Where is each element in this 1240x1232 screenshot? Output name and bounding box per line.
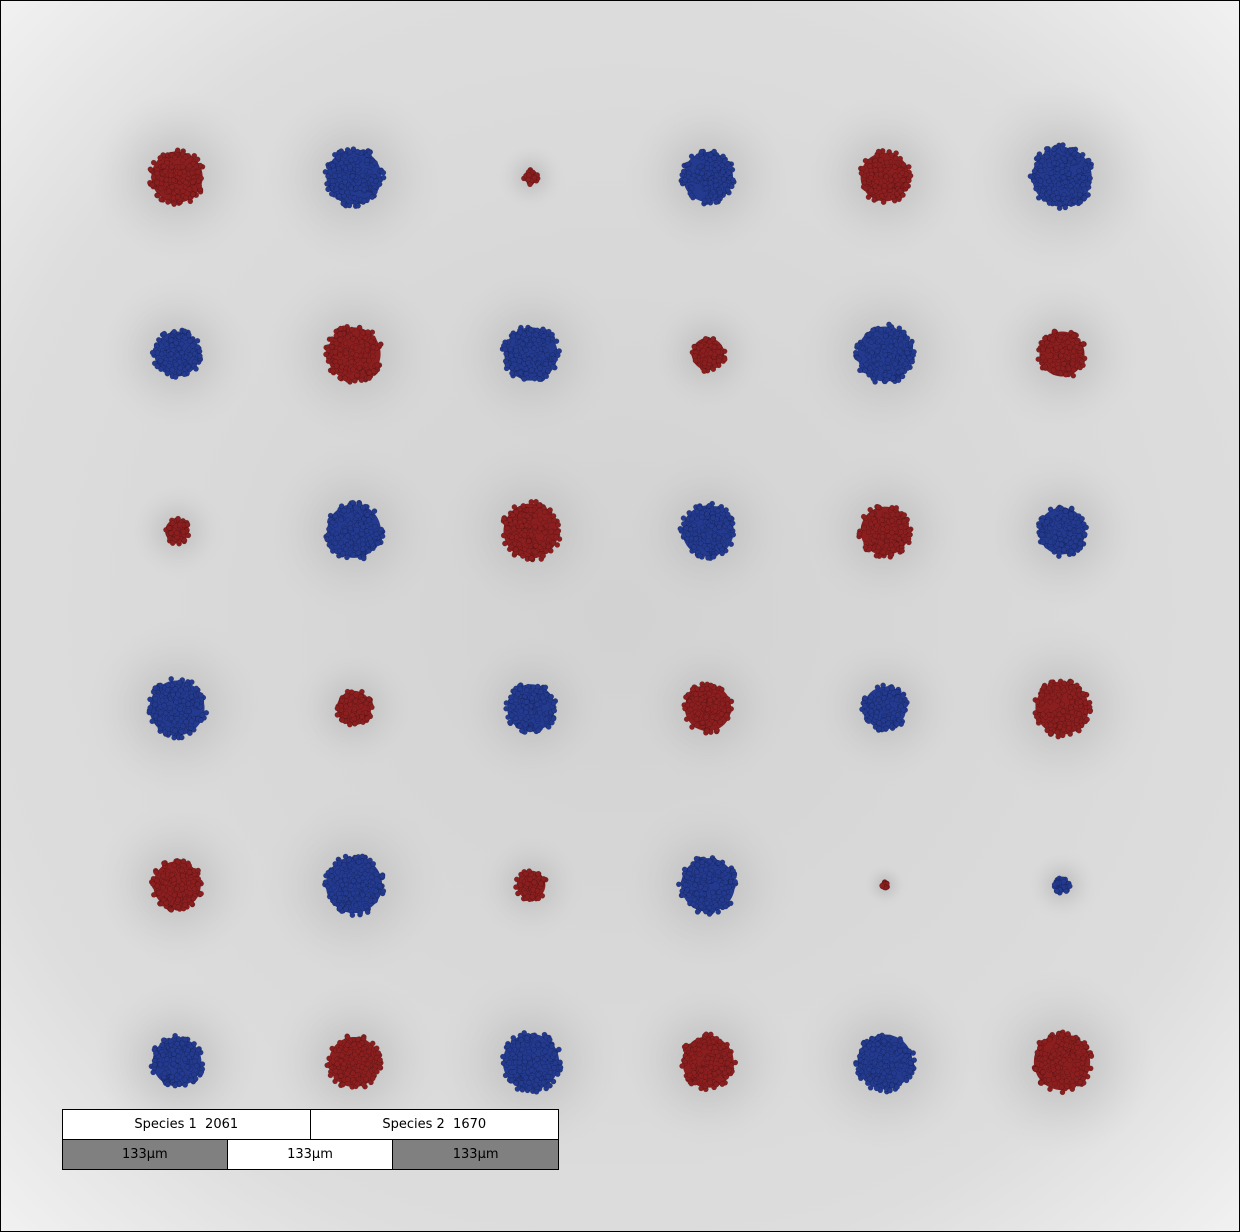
species-2-colony (499, 324, 563, 383)
species-1-colony (857, 148, 914, 206)
species-2-colony (149, 327, 204, 380)
species-1-colony (147, 147, 206, 207)
species-2-colony (500, 1030, 564, 1095)
species-2-colony (853, 1032, 918, 1095)
species-2-colony (148, 1032, 206, 1089)
scale-bar-row: 133µm 133µm 133µm (62, 1139, 559, 1170)
species-2-colony (1051, 875, 1073, 896)
species-2-colony (677, 500, 737, 562)
species-1-colony (163, 515, 192, 547)
species-2-colony (322, 146, 387, 209)
species-2-colony (322, 853, 387, 918)
species-1-colony (681, 681, 735, 736)
species-2-colony (1035, 504, 1090, 559)
species-2-colony (1027, 142, 1095, 212)
species-2-colony (503, 682, 559, 735)
scale-segment-3: 133µm (393, 1139, 559, 1170)
species-1-colony (1035, 328, 1088, 379)
species-1-count: 2061 (205, 1117, 239, 1132)
species-2-colony (859, 682, 910, 733)
legend-panel: Species 1 2061 Species 2 1670 133µm 133µ… (62, 1109, 559, 1170)
species-1-colony (856, 503, 914, 560)
species-2-colony (678, 148, 737, 207)
species-1-colony (679, 1031, 739, 1093)
scale-segment-2: 133µm (227, 1139, 394, 1170)
species-1-legend-cell: Species 1 2061 (62, 1109, 311, 1140)
species-1-colony (513, 868, 549, 903)
species-1-colony (1032, 678, 1094, 740)
species-2-colony (323, 499, 386, 562)
species-1-colony (879, 879, 891, 891)
species-1-colony (324, 1033, 384, 1090)
species-2-colony (146, 676, 210, 741)
species-2-colony (675, 854, 739, 917)
species-legend-row: Species 1 2061 Species 2 1670 (62, 1109, 559, 1140)
species-1-label: Species 1 (134, 1117, 197, 1132)
colony-layer (146, 142, 1095, 1096)
species-2-colony (852, 321, 917, 385)
species-1-colony (689, 335, 728, 374)
species-2-legend-cell: Species 2 1670 (310, 1109, 559, 1140)
scale-segment-1: 133µm (62, 1139, 228, 1170)
species-1-colony (500, 498, 563, 563)
species-1-colony (1031, 1029, 1095, 1096)
species-2-label: Species 2 (382, 1117, 445, 1132)
species-2-count: 1670 (453, 1117, 487, 1132)
species-1-colony (148, 858, 204, 913)
species-1-colony (521, 166, 541, 188)
species-1-colony (323, 323, 384, 385)
species-1-colony (334, 688, 375, 728)
